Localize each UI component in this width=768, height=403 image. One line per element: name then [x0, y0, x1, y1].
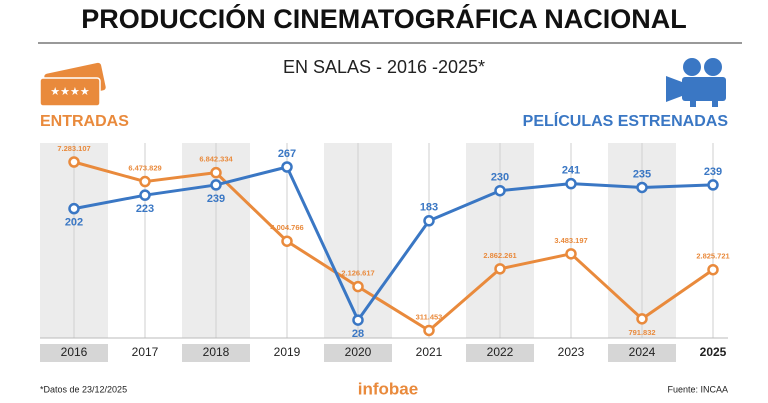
data-label: 239 — [207, 193, 225, 205]
footnote: *Datos de 23/12/2025 — [40, 384, 127, 394]
year-band — [608, 344, 676, 362]
data-label: 223 — [136, 203, 154, 215]
x-tick-label: 2023 — [558, 345, 585, 359]
x-tick-label: 2016 — [61, 345, 88, 359]
point — [281, 161, 293, 173]
legend-entry: ENTRADAS — [40, 113, 129, 130]
point — [636, 313, 648, 325]
x-tick-label: 2020 — [345, 345, 372, 359]
point — [68, 156, 80, 168]
x-tick-label: 2022 — [487, 345, 514, 359]
point — [707, 179, 719, 191]
point — [68, 202, 80, 215]
data-label: 235 — [633, 168, 651, 180]
data-label: 4.004.766 — [270, 223, 303, 232]
data-label: 241 — [562, 165, 580, 177]
point — [707, 263, 719, 276]
point — [565, 248, 577, 260]
data-label: 183 — [420, 202, 438, 214]
x-tick-label: 2024 — [629, 345, 656, 359]
data-label: 311.453 — [416, 312, 443, 321]
camera-icon — [666, 58, 726, 107]
x-tick-label: 2017 — [132, 345, 159, 359]
brand: infobae — [358, 379, 418, 398]
x-tick-label: 2021 — [416, 345, 443, 359]
ticket-icon: ★★★★ — [39, 62, 106, 107]
year-band — [40, 344, 108, 362]
data-label: 28 — [352, 328, 364, 340]
point — [210, 179, 222, 191]
point — [139, 175, 151, 188]
point — [210, 166, 222, 179]
data-label: 7.283.107 — [57, 144, 90, 153]
data-label: 6.473.829 — [128, 164, 161, 173]
data-label: 2.825.721 — [696, 252, 729, 261]
data-label: 791.832 — [628, 328, 655, 337]
chart-subtitle: EN SALAS - 2016 -2025* — [283, 57, 485, 77]
x-tick-label: 2019 — [274, 345, 301, 359]
point — [494, 184, 506, 197]
series-line — [73, 165, 714, 322]
point — [423, 324, 435, 337]
year-band — [182, 344, 250, 362]
chart-title: PRODUCCIÓN CINEMATOGRÁFICA NACIONAL — [81, 3, 686, 34]
point — [281, 235, 293, 247]
legend-entry: PELÍCULAS ESTRENADAS — [523, 111, 729, 130]
data-label: 3.483.197 — [554, 236, 587, 245]
source: Fuente: INCAA — [667, 384, 728, 394]
year-band — [466, 344, 534, 362]
x-tick-label: 2025 — [700, 345, 727, 359]
svg-text:★★★★: ★★★★ — [50, 86, 90, 98]
point — [352, 280, 364, 293]
point — [352, 314, 364, 326]
year-band — [324, 344, 392, 362]
point — [423, 215, 435, 227]
data-label: 239 — [704, 166, 722, 178]
x-tick-label: 2018 — [203, 345, 230, 359]
point — [565, 177, 577, 190]
point — [636, 181, 648, 194]
point — [139, 189, 151, 201]
point — [494, 263, 506, 275]
data-label: 230 — [491, 172, 509, 184]
data-label: 2.126.617 — [341, 269, 374, 278]
data-label: 202 — [65, 217, 83, 229]
data-label: 2.862.261 — [483, 251, 516, 260]
data-label: 6.842.334 — [199, 155, 233, 164]
series-line — [73, 160, 714, 332]
data-label: 267 — [278, 148, 296, 160]
